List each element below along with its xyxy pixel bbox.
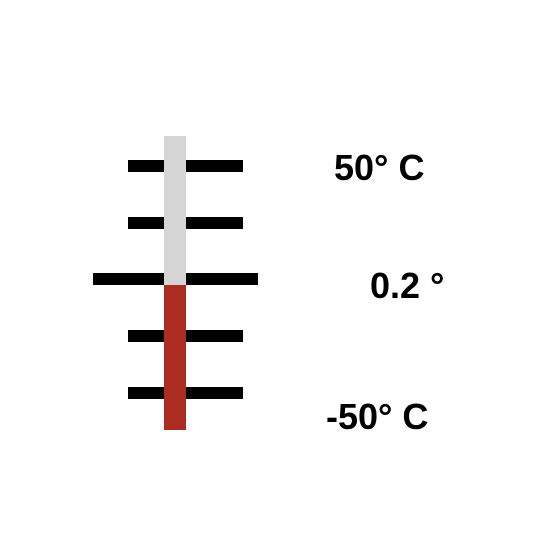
label-max: 50° C <box>334 147 424 189</box>
label-min: -50° C <box>326 396 428 438</box>
thermometer-diagram <box>0 0 555 555</box>
label-current: 0.2 ° <box>370 265 444 307</box>
